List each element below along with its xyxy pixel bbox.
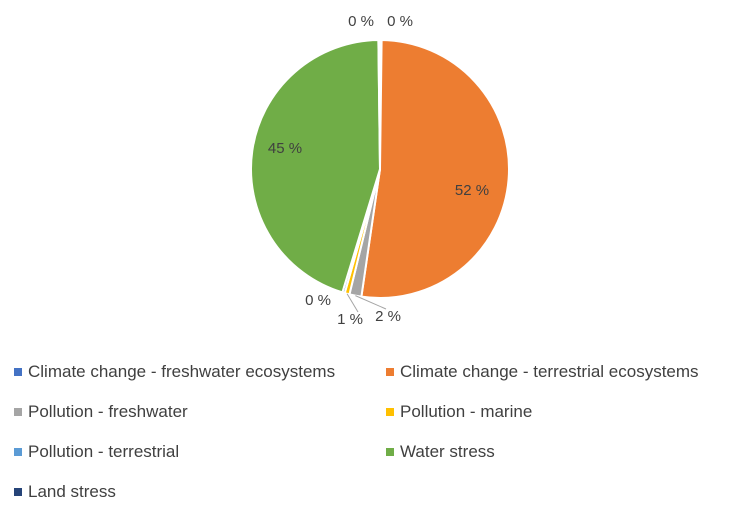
legend-label: Water stress (400, 442, 495, 461)
chart-legend: Climate change - freshwater ecosystems Cl… (14, 352, 752, 512)
legend-label: Pollution - freshwater (28, 402, 188, 421)
legend-item[interactable]: Climate change - freshwater ecosystems (14, 352, 386, 392)
pie-chart: 0 % 52 % 2 % 1 % 0 % 45 % 0 % (250, 13, 510, 328)
leader-line (346, 293, 359, 313)
data-label: 52 % (455, 182, 489, 199)
data-label: 0 % (348, 13, 374, 30)
legend-label: Pollution - terrestrial (28, 442, 180, 461)
legend-item[interactable]: Land stress (14, 472, 386, 512)
legend-label: Climate change - freshwater ecosystems (28, 362, 336, 381)
legend-label: Pollution - marine (400, 402, 533, 421)
data-label: 0 % (387, 13, 413, 30)
legend-label: Climate change - terrestrial ecosystems (400, 362, 699, 381)
legend-swatch (14, 368, 22, 376)
data-label: 0 % (305, 292, 331, 309)
data-label: 1 % (337, 311, 363, 328)
legend-swatch (386, 368, 394, 376)
legend-swatch (386, 408, 394, 416)
pie-slice[interactable] (360, 38, 510, 299)
legend-item[interactable]: Climate change - terrestrial ecosystems (386, 352, 752, 392)
legend-swatch (14, 448, 22, 456)
legend-item[interactable]: Pollution - terrestrial (14, 432, 386, 472)
pie-chart-svg: 0 % 52 % 2 % 1 % 0 % 45 % 0 % (250, 13, 510, 328)
legend-item[interactable]: Water stress (386, 432, 752, 472)
data-label: 2 % (375, 308, 401, 325)
legend-swatch (14, 488, 22, 496)
pie-slice[interactable] (250, 38, 382, 294)
legend-swatch (386, 448, 394, 456)
legend-label: Land stress (28, 482, 116, 501)
legend-swatch (14, 408, 22, 416)
pie-slice[interactable] (377, 38, 381, 170)
legend-item[interactable]: Pollution - marine (386, 392, 752, 432)
data-label: 45 % (268, 140, 302, 157)
legend-item[interactable]: Pollution - freshwater (14, 392, 386, 432)
leader-line (355, 295, 387, 310)
